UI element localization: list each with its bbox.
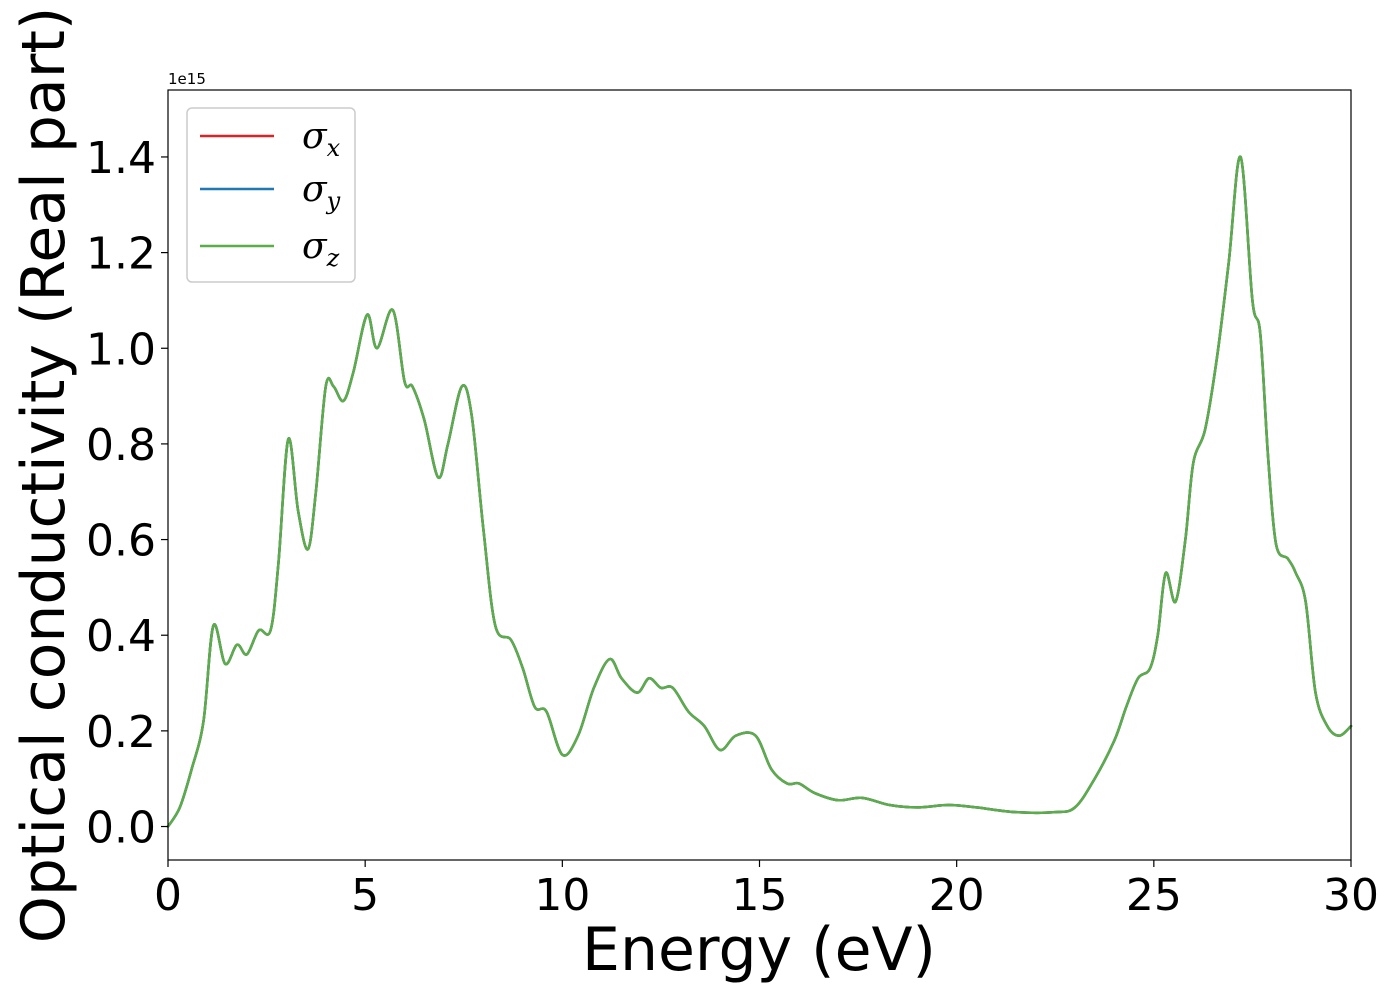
legend: σx σy σz (186, 107, 356, 283)
y-tick-label: 0.8 (86, 420, 156, 471)
y-offset-label: 1e15 (168, 70, 206, 88)
x-tick-label: 0 (154, 870, 182, 921)
x-tick-label: 5 (351, 870, 379, 921)
series-line-3 (166, 155, 1353, 828)
y-tick-label: 0.0 (86, 803, 156, 854)
x-axis-ticks: 0 5 10 15 20 25 30 (154, 860, 1379, 921)
y-tick-label: 0.2 (86, 707, 156, 758)
x-tick-label: 10 (534, 870, 590, 921)
x-axis-title: Energy (eV) (582, 915, 936, 985)
x-tick-label: 20 (929, 870, 985, 921)
y-axis-title: Optical conductivity (Real part) (9, 7, 79, 944)
legend-label: σz (302, 226, 340, 272)
x-tick-label: 25 (1126, 870, 1182, 921)
y-tick-label: 0.4 (86, 611, 156, 662)
legend-label: σx (302, 116, 341, 162)
legend-label: σy (302, 169, 341, 215)
series-layer (166, 155, 1353, 828)
y-tick-label: 1.0 (86, 324, 156, 375)
y-axis-ticks: 0.0 0.2 0.4 0.6 0.8 1.0 1.2 1.4 (86, 133, 168, 854)
y-tick-label: 0.6 (86, 516, 156, 567)
legend-box (186, 107, 356, 283)
x-tick-label: 30 (1323, 870, 1379, 921)
y-tick-label: 1.4 (86, 133, 156, 184)
x-tick-label: 15 (732, 870, 788, 921)
y-tick-label: 1.2 (86, 229, 156, 280)
